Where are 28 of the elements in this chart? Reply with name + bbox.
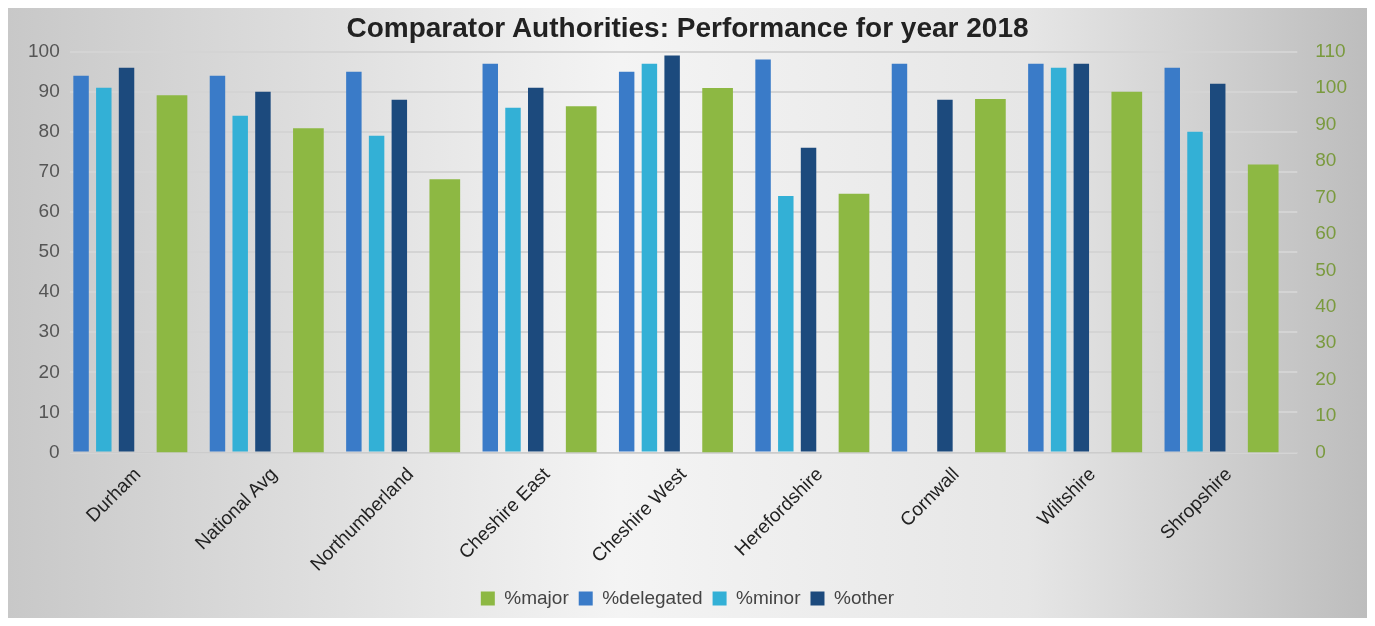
y-tick-label: 90: [38, 79, 60, 101]
chart-title: Comparator Authorities: Performance for year 2018: [346, 11, 1029, 43]
y2-tick-label: 0: [1315, 440, 1326, 462]
y2-tick-label: 20: [1315, 367, 1337, 389]
y-tick-label: 100: [28, 39, 60, 61]
y2-tick-label: 80: [1315, 149, 1337, 171]
y2-tick-label: 40: [1315, 294, 1337, 316]
y-tick-label: 0: [49, 440, 60, 462]
y-tick-label: 50: [38, 240, 60, 262]
y2-tick-label: 50: [1315, 258, 1337, 280]
y-tick-label: 70: [38, 160, 60, 182]
y-tick-label: 20: [38, 360, 60, 382]
legend-label: %other: [833, 586, 895, 608]
y2-tick-label: 60: [1315, 222, 1337, 244]
y-tick-label: 40: [38, 280, 60, 302]
y-tick-label: 60: [38, 200, 60, 222]
y-tick-label: 80: [38, 120, 60, 142]
legend-label: %delegated: [602, 586, 703, 608]
y2-tick-label: 100: [1315, 76, 1347, 98]
y2-tick-label: 30: [1315, 331, 1337, 353]
legend-label: %minor: [736, 586, 802, 608]
y2-tick-label: 110: [1315, 39, 1346, 61]
legend-label: %major: [504, 586, 570, 608]
y2-tick-label: 70: [1315, 185, 1337, 207]
y2-tick-label: 90: [1315, 112, 1337, 134]
y2-tick-label: 10: [1315, 404, 1337, 426]
y-tick-label: 30: [38, 320, 60, 342]
y-tick-label: 10: [38, 400, 60, 422]
